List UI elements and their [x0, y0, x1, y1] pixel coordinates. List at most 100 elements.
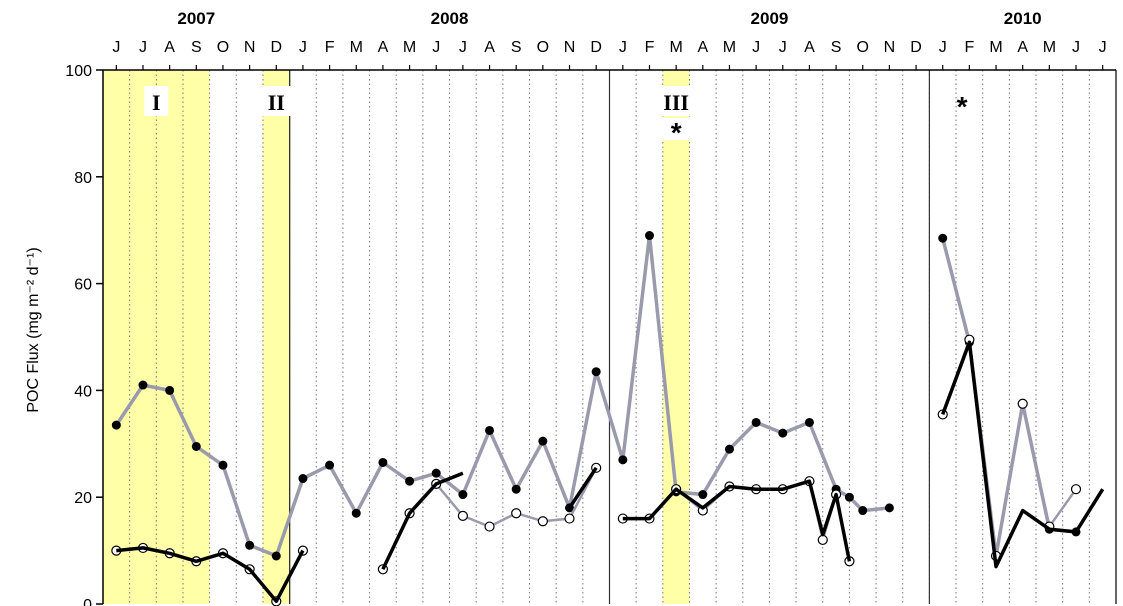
data-point	[804, 417, 814, 427]
series-line	[622, 479, 852, 562]
month-label: N	[244, 39, 256, 56]
highlight-band	[662, 70, 690, 604]
data-point	[431, 468, 441, 478]
month-label: M	[723, 39, 736, 56]
y-tick-label: 80	[74, 170, 92, 187]
data-point	[457, 510, 468, 521]
month-label: A	[804, 39, 815, 56]
data-point	[111, 420, 121, 430]
data-point	[351, 508, 361, 518]
annotation-star: *	[957, 91, 968, 122]
month-label: A	[1017, 39, 1028, 56]
y-tick-label: 100	[65, 63, 92, 80]
month-label: A	[164, 39, 175, 56]
data-point	[644, 231, 654, 241]
data-point	[1017, 398, 1028, 409]
data-point	[817, 534, 828, 546]
month-label: F	[964, 39, 974, 56]
month-label: F	[645, 39, 655, 56]
month-label: F	[325, 39, 335, 56]
data-point	[485, 425, 495, 435]
series-line	[622, 479, 851, 562]
month-label: M	[989, 39, 1002, 56]
band-label: III	[663, 90, 689, 115]
data-point	[751, 417, 761, 427]
month-label: J	[779, 39, 787, 56]
data-point	[325, 460, 335, 470]
month-gridlines	[129, 70, 1090, 604]
series-line	[381, 467, 598, 570]
month-label: A	[697, 39, 708, 56]
data-point	[538, 436, 548, 446]
month-label: S	[831, 39, 842, 56]
month-label: J	[299, 39, 307, 56]
y-axis-label: POC Flux (mg m⁻² d⁻¹)	[25, 247, 42, 412]
series-line	[116, 546, 305, 604]
data-point	[591, 367, 601, 377]
month-label: J	[752, 39, 760, 56]
data-point	[298, 474, 308, 484]
data-point	[271, 551, 281, 561]
data-point	[884, 503, 894, 513]
y-tick-label: 20	[74, 490, 92, 507]
month-label: O	[537, 39, 549, 56]
series-line	[941, 237, 1077, 558]
data-point	[858, 506, 868, 516]
month-label: J	[459, 39, 467, 56]
data-point	[724, 444, 734, 454]
month-label: J	[139, 39, 147, 56]
highlight-band	[262, 70, 290, 604]
month-label: J	[432, 39, 440, 56]
highlight-bands	[103, 70, 690, 604]
month-label: O	[857, 39, 869, 56]
data-point	[165, 385, 175, 395]
y-tick-label: 0	[83, 597, 92, 606]
data-point	[218, 460, 228, 470]
month-label: S	[191, 39, 202, 56]
band-marker: *	[671, 117, 682, 148]
series-line	[381, 466, 598, 571]
band-labels: I II III**	[144, 86, 968, 148]
month-label: S	[511, 39, 522, 56]
data-point	[778, 428, 788, 438]
data-point	[537, 516, 548, 527]
month-label: J	[939, 39, 947, 56]
y-tick-label: 60	[74, 277, 92, 294]
band-label-bg	[257, 86, 296, 116]
month-label: A	[378, 39, 389, 56]
band-label: II	[268, 90, 285, 115]
month-label: J	[112, 39, 120, 56]
band-marker-bg	[650, 118, 703, 140]
month-label: O	[217, 39, 229, 56]
month-label: M	[350, 39, 363, 56]
month-label: D	[910, 39, 922, 56]
month-label: N	[884, 39, 896, 56]
year-label: 2007	[177, 9, 215, 28]
year-label: 2010	[1004, 9, 1042, 28]
year-label: 2008	[431, 9, 469, 28]
data-point	[511, 484, 521, 494]
data-point	[564, 513, 575, 524]
data-point	[938, 233, 948, 243]
data-point	[458, 490, 468, 500]
y-tick-label: 40	[74, 383, 92, 400]
data-point	[138, 380, 148, 390]
month-label: J	[1099, 39, 1107, 56]
data-point	[378, 457, 388, 467]
band-label-bg	[650, 86, 703, 116]
month-label: M	[403, 39, 416, 56]
band-label-bg	[144, 86, 169, 116]
data-point	[245, 540, 255, 550]
month-label: J	[1072, 39, 1080, 56]
month-label: D	[590, 39, 602, 56]
month-label: A	[484, 39, 495, 56]
band-label: I	[152, 90, 161, 115]
data-point	[1070, 484, 1082, 495]
series-line	[941, 340, 1105, 569]
month-label: J	[619, 39, 627, 56]
month-label: D	[270, 39, 282, 56]
month-label: N	[564, 39, 576, 56]
data-point	[618, 455, 628, 465]
